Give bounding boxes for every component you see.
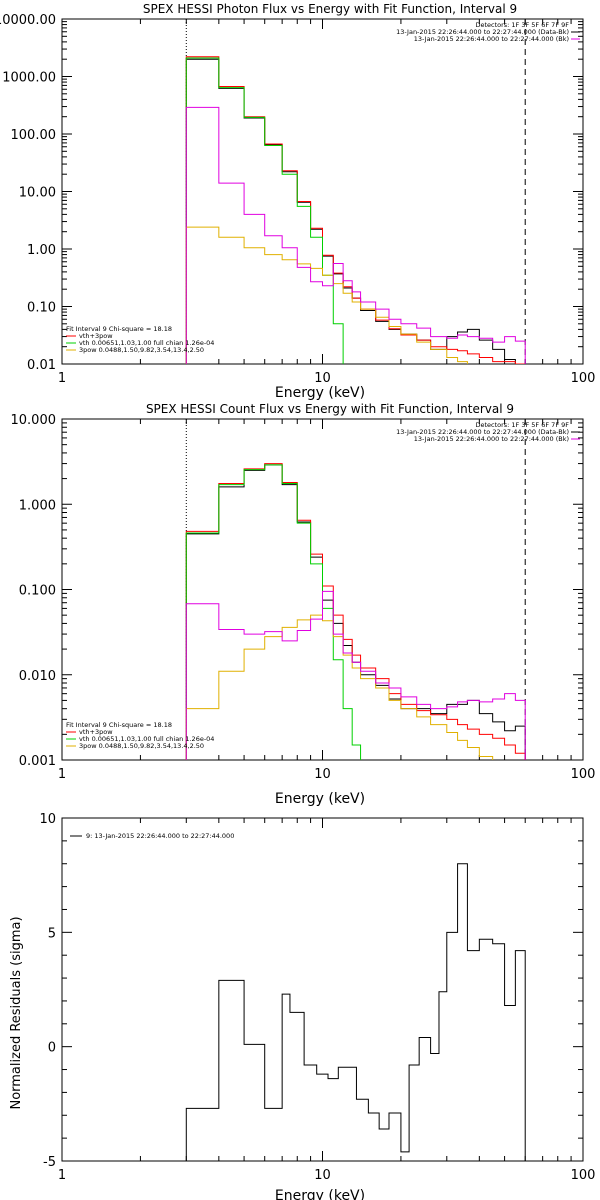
- y-tick-label: 100.00: [11, 128, 57, 143]
- legend-entry: 13-Jan-2015 22:26:44.000 to 22:27:44.000…: [414, 435, 569, 443]
- y-tick-label: 0.001: [19, 754, 56, 769]
- plot-frame: [61, 18, 584, 365]
- series-vth: [185, 464, 362, 760]
- series-data-bk: [185, 464, 526, 760]
- plot-area: 1 10 100 -5 0 5 10 9: 13-Jan-2015 22:26:44.000 …: [39, 812, 595, 1183]
- y-tick-label: 0.010: [19, 669, 56, 684]
- residuals-panel: Energy (keV) Normalized Residuals (sigma…: [9, 812, 595, 1200]
- legend-entry: vth 0.00651,1.03,1.00 full chian 1.26e-0…: [79, 339, 214, 347]
- photon-flux-panel: SPEX HESSI Photon Flux vs Energy with Fi…: [0, 2, 596, 401]
- y-tick-label: 1.00: [27, 243, 56, 258]
- x-axis-label: Energy (keV): [275, 791, 365, 807]
- y-axis-label: Normalized Residuals (sigma): [9, 916, 24, 1109]
- legend-entry: Fit Interval 9 Chi-square = 18.18: [66, 325, 172, 333]
- series-data-bk: [185, 58, 526, 364]
- y-tick-label: 5: [48, 926, 56, 941]
- chart-title: SPEX HESSI Count Flux vs Energy with Fit…: [146, 402, 514, 416]
- y-tick-label: -5: [43, 1155, 56, 1170]
- y-tick-label: 0.10: [27, 301, 56, 316]
- legend-entry: Detectors: 1F 3F 5F 6F 7F 9F: [475, 421, 569, 429]
- legend-entry: vth+3pow: [79, 332, 113, 340]
- y-tick-label: 10.00: [19, 186, 56, 201]
- series-bk: [185, 590, 526, 760]
- count-flux-panel: SPEX HESSI Count Flux vs Energy with Fit…: [11, 402, 596, 807]
- x-tick-label: 100: [571, 371, 596, 386]
- legend-entry: Detectors: 1F 3F 5F 6F 7F 9F: [475, 21, 569, 29]
- chart-title: SPEX HESSI Photon Flux vs Energy with Fi…: [143, 2, 517, 16]
- plot-area: 1 10 100 0.01 0.10 1.00 10.00 100.00 1000.00 1000…: [0, 13, 596, 386]
- x-tick-label: 10: [314, 767, 331, 782]
- y-tick-label: 10.000: [11, 413, 57, 428]
- series-vth: [185, 57, 344, 364]
- x-tick-label: 1: [58, 767, 66, 782]
- series-vth-3pow: [185, 463, 526, 760]
- legend-entry: 9: 13-Jan-2015 22:26:44.000 to 22:27:44.…: [86, 832, 234, 840]
- y-tick-label: 0: [48, 1041, 56, 1056]
- legend-entry: 13-Jan-2015 22:26:44.000 to 22:27:44.000…: [414, 35, 569, 43]
- x-tick-label: 10: [314, 1168, 331, 1183]
- legend-entry: 3pow 0.0488,1.50,9.82,3.54,13.4,2.50: [79, 346, 204, 354]
- series-3pow: [185, 614, 494, 760]
- series-9: [185, 863, 526, 1161]
- x-tick-label: 100: [571, 767, 596, 782]
- legend-entry: 13-Jan-2015 22:26:44.000 to 22:27:44.000…: [396, 428, 569, 436]
- series-3pow: [185, 226, 468, 364]
- x-tick-label: 1: [58, 1168, 66, 1183]
- legend-entry: vth+3pow: [79, 728, 113, 736]
- x-tick-label: 10: [314, 371, 331, 386]
- series-vth-3pow: [185, 56, 526, 364]
- series-bk: [185, 106, 526, 364]
- x-tick-label: 100: [571, 1168, 596, 1183]
- y-tick-label: 1.000: [19, 498, 56, 513]
- x-tick-label: 1: [58, 371, 66, 386]
- y-tick-label: 0.01: [27, 358, 56, 373]
- x-axis-label: Energy (keV): [275, 385, 365, 401]
- y-tick-label: 0.100: [19, 584, 56, 599]
- y-tick-label: 1000.00: [2, 71, 56, 86]
- y-tick-label: 10000.00: [0, 13, 56, 28]
- legend-entry: Fit Interval 9 Chi-square = 18.18: [66, 721, 172, 729]
- plot-area: 1 10 100 0.001 0.010 0.100 1.000 10.000 Detector…: [11, 413, 596, 782]
- legend-entry: 13-Jan-2015 22:26:44.000 to 22:27:44.000…: [396, 28, 569, 36]
- x-axis-label: Energy (keV): [275, 1188, 365, 1200]
- y-tick-label: 10: [39, 812, 56, 827]
- legend-entry: vth 0.00651,1.03,1.00 full chian 1.26e-0…: [79, 735, 214, 743]
- legend-entry: 3pow 0.0488,1.50,9.82,3.54,13.4,2.50: [79, 742, 204, 750]
